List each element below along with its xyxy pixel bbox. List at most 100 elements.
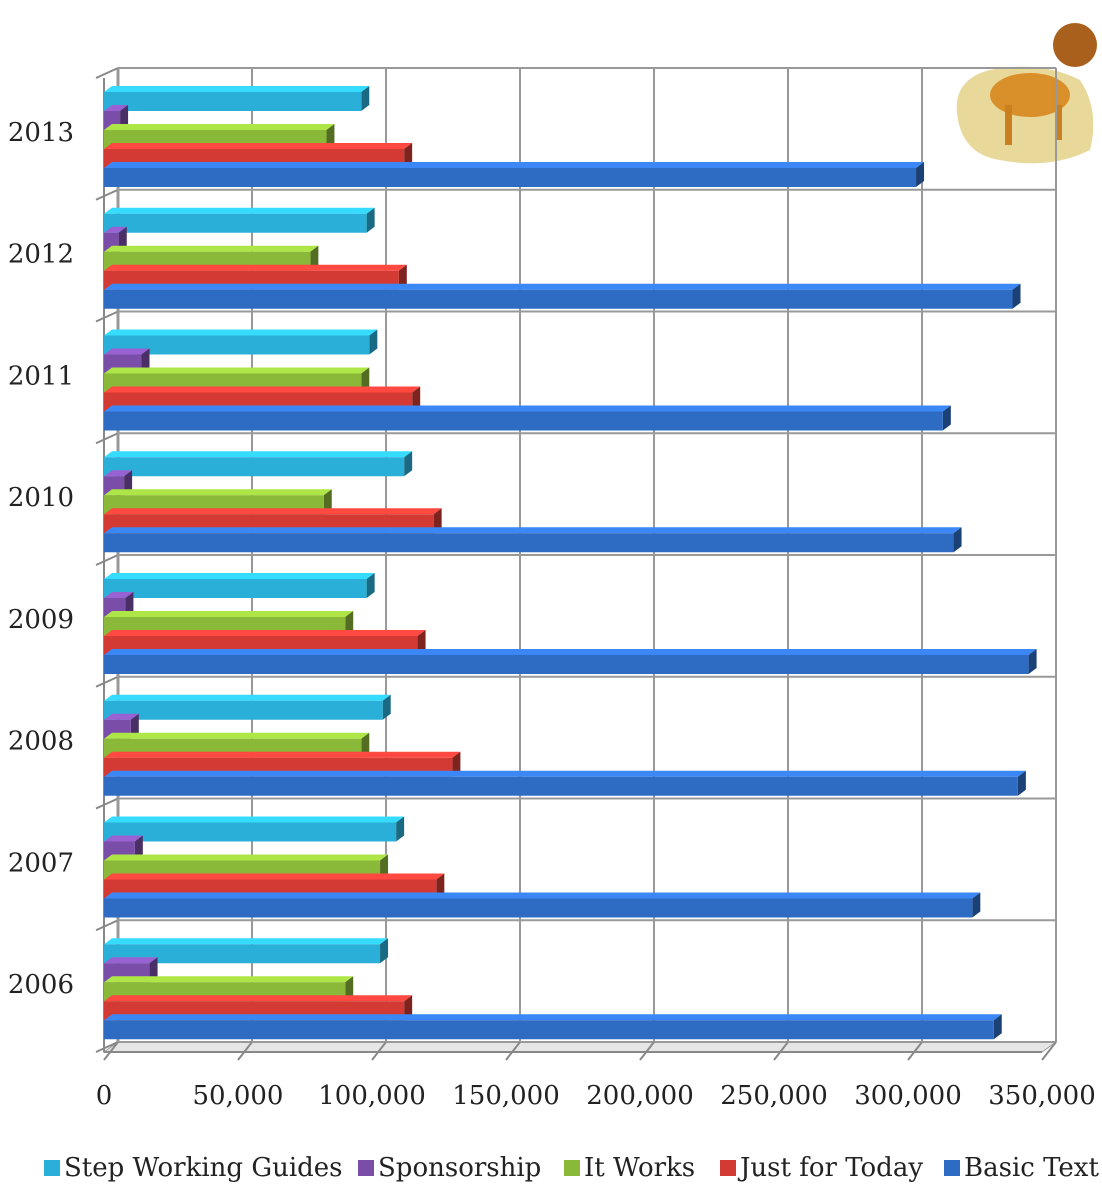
bar-end — [417, 630, 426, 655]
bar-end — [993, 1014, 1002, 1040]
x-tick — [237, 1041, 253, 1061]
bar-end — [124, 470, 133, 496]
bar-end — [125, 592, 134, 617]
bar — [104, 533, 954, 553]
bar-top — [104, 207, 375, 214]
bar-end — [412, 386, 421, 412]
bar-top — [104, 527, 962, 534]
bar-end — [149, 957, 158, 983]
y-tick-label: 2010 — [8, 483, 74, 513]
bar-end — [404, 143, 413, 168]
bar — [104, 1020, 994, 1040]
x-tick-label: 50,000 — [193, 1081, 284, 1111]
x-tick-label: 0 — [96, 1081, 113, 1111]
bar-top — [104, 573, 375, 579]
y-tick-label: 2013 — [8, 118, 74, 148]
band-tick — [95, 797, 119, 810]
x-tick — [907, 1041, 923, 1061]
bar-top — [104, 367, 370, 374]
bar-end — [953, 527, 962, 553]
x-tick-label: 100,000 — [318, 1081, 426, 1111]
bar — [104, 457, 405, 477]
bar-top — [104, 835, 143, 842]
bar-end — [326, 124, 335, 149]
bar-end — [452, 751, 461, 777]
bar-end — [134, 835, 143, 861]
bar-top — [104, 816, 405, 823]
bar-end — [436, 873, 445, 899]
legend-swatch — [720, 1160, 736, 1176]
bar-top — [104, 283, 1021, 290]
y-tick-label: 2012 — [8, 240, 74, 270]
bar-end — [396, 816, 405, 842]
bar-top — [104, 143, 413, 149]
bar — [104, 213, 367, 233]
bar-end — [433, 508, 442, 534]
bar-end — [361, 367, 370, 393]
bar-end — [130, 713, 139, 739]
bar-top — [104, 976, 354, 983]
bar-top — [104, 348, 150, 355]
band-tick — [95, 432, 119, 445]
bar-top — [104, 751, 461, 758]
bar — [104, 579, 367, 598]
bar-top — [104, 329, 378, 336]
legend-swatch — [564, 1160, 580, 1176]
x-tick-label: 350,000 — [988, 1081, 1096, 1111]
bar-end — [361, 732, 370, 758]
bar-top — [104, 386, 421, 393]
x-tick-label: 200,000 — [586, 1081, 694, 1111]
x-tick — [371, 1041, 387, 1061]
x-tick-label: 150,000 — [452, 1081, 560, 1111]
x-tick-label: 250,000 — [720, 1081, 828, 1111]
bar-end — [361, 86, 370, 111]
bar-end — [942, 405, 951, 431]
bar-top — [104, 405, 951, 412]
bar-top — [104, 470, 133, 477]
bar-end — [404, 451, 413, 477]
bar — [104, 168, 917, 187]
bar-top — [104, 264, 407, 271]
bar-top — [104, 995, 413, 1002]
band-tick — [95, 919, 119, 932]
bar-top — [104, 508, 442, 515]
bar-top — [104, 1014, 1002, 1021]
lion-decoration — [956, 23, 1097, 164]
band-tick — [95, 554, 119, 566]
bar — [104, 289, 1013, 309]
bar-end — [972, 892, 981, 918]
bar-top — [104, 630, 426, 636]
bar-top — [104, 162, 925, 168]
bar-top — [104, 873, 445, 880]
bar-end — [1017, 770, 1026, 796]
bar-end — [345, 976, 354, 1002]
bar — [104, 944, 381, 964]
x-tick — [773, 1041, 789, 1061]
bar-top — [104, 611, 354, 617]
bar-top — [104, 694, 391, 701]
x-tick — [505, 1041, 521, 1061]
bar-end — [366, 573, 375, 598]
band-tick — [95, 188, 119, 201]
bar-top — [104, 86, 370, 92]
bar-end — [120, 105, 129, 130]
bar — [104, 335, 370, 355]
bar-top — [104, 245, 319, 252]
bar — [104, 776, 1018, 796]
bar-top — [104, 713, 139, 720]
x-tick — [103, 1041, 119, 1061]
legend-label: Basic Text — [964, 1153, 1099, 1183]
bar-end — [382, 694, 391, 720]
bar-end — [1012, 283, 1021, 309]
bar-top — [104, 124, 335, 130]
bar-end — [380, 938, 389, 964]
x-tick-label: 300,000 — [854, 1081, 962, 1111]
bar-top — [104, 732, 370, 739]
bar — [104, 92, 362, 111]
y-tick-label: 2009 — [8, 605, 74, 635]
bar-end — [323, 489, 332, 515]
bar — [104, 411, 943, 431]
bar-end — [366, 207, 375, 233]
legend-swatch — [44, 1160, 60, 1176]
